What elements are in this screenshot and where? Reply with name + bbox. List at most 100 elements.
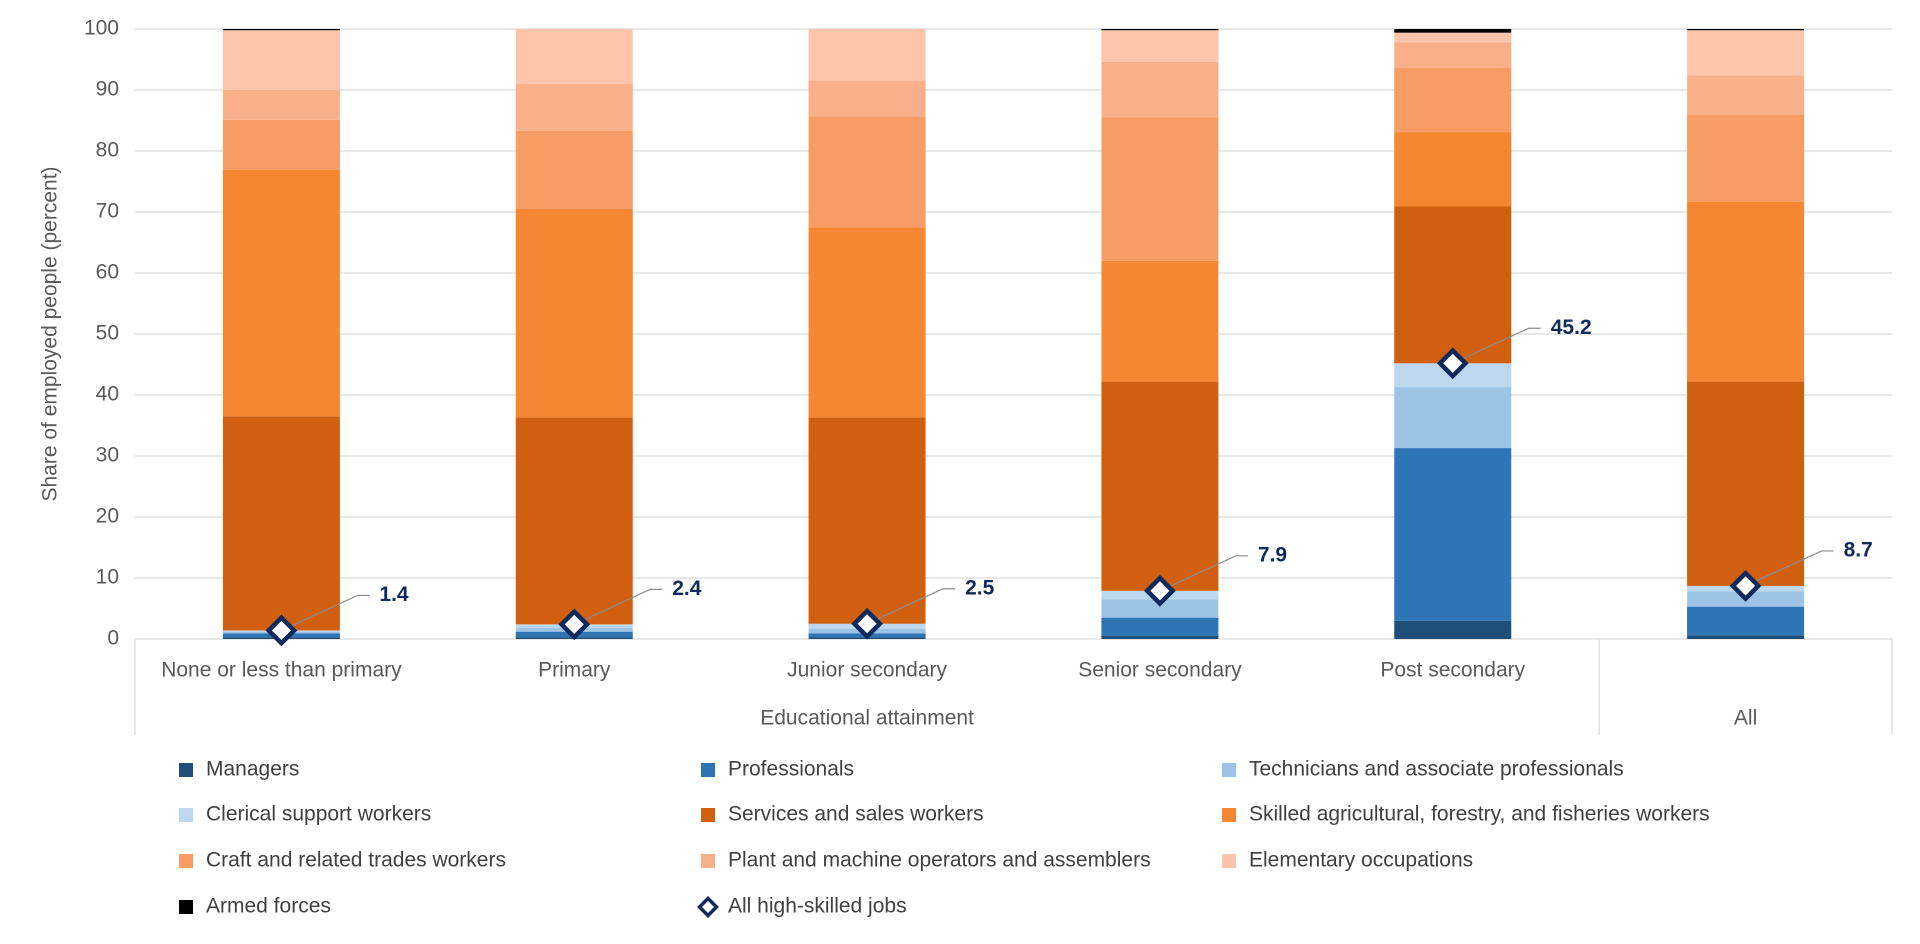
bar-segment bbox=[808, 417, 926, 624]
legend-item: Elementary occupations bbox=[1222, 849, 1473, 872]
y-tick-label: 40 bbox=[96, 383, 119, 406]
bar-segment bbox=[1101, 617, 1219, 636]
legend-label: All high-skilled jobs bbox=[728, 895, 907, 918]
bar-segment bbox=[222, 29, 340, 31]
legend-label: Plant and machine operators and assemble… bbox=[728, 849, 1151, 872]
data-label: 45.2 bbox=[1551, 316, 1592, 339]
leader-line bbox=[866, 588, 956, 625]
category-group-label: All bbox=[1734, 707, 1757, 730]
legend-swatch bbox=[179, 763, 193, 777]
data-label: 2.4 bbox=[672, 577, 702, 600]
legend-item: Professionals bbox=[701, 758, 854, 781]
y-tick-label: 100 bbox=[84, 17, 119, 40]
data-label: 7.9 bbox=[1258, 543, 1287, 566]
bar-segment bbox=[1101, 260, 1219, 382]
legend-label: Craft and related trades workers bbox=[206, 849, 506, 872]
leader-line bbox=[1745, 550, 1834, 587]
legend-item: Skilled agricultural, forestry, and fish… bbox=[1222, 803, 1710, 826]
legend-label: Clerical support workers bbox=[206, 803, 431, 826]
x-tick-label: Senior secondary bbox=[1078, 659, 1242, 682]
bar-segment bbox=[515, 208, 633, 418]
marker bbox=[1729, 570, 1762, 602]
bar-segment bbox=[515, 417, 633, 625]
bar-segment bbox=[222, 119, 340, 170]
y-tick-label: 20 bbox=[96, 505, 119, 528]
bar-segment bbox=[515, 130, 633, 209]
legend-label: Managers bbox=[206, 758, 299, 781]
legend-label: Technicians and associate professionals bbox=[1249, 758, 1624, 781]
y-tick-label: 30 bbox=[96, 444, 119, 467]
bar-segment bbox=[1394, 206, 1512, 364]
bar-segment bbox=[1687, 30, 1805, 76]
y-tick-label: 80 bbox=[96, 139, 119, 162]
bar-segment bbox=[1687, 115, 1805, 202]
legend-item: Craft and related trades workers bbox=[179, 849, 506, 872]
marker bbox=[558, 608, 591, 641]
data-label: 2.5 bbox=[965, 576, 995, 599]
bar-segment bbox=[808, 29, 926, 81]
bar-segment bbox=[222, 90, 340, 120]
marker bbox=[265, 614, 298, 647]
legend-swatch bbox=[179, 854, 193, 868]
bar-segment bbox=[222, 30, 340, 90]
bar-segment bbox=[1394, 387, 1512, 449]
legend-swatch bbox=[701, 854, 715, 868]
bar-segment bbox=[1101, 381, 1219, 591]
leader-line bbox=[1452, 327, 1541, 364]
legend-item: All high-skilled jobs bbox=[697, 895, 907, 918]
legend-swatch bbox=[1222, 854, 1236, 868]
legend-label: Armed forces bbox=[206, 895, 331, 918]
legend-item: Services and sales workers bbox=[701, 803, 984, 826]
legend-swatch bbox=[179, 900, 193, 914]
y-tick-label: 0 bbox=[107, 627, 119, 650]
leader-line bbox=[281, 594, 370, 632]
legend-item: Armed forces bbox=[179, 895, 331, 918]
bar-segment bbox=[1687, 381, 1805, 586]
bar-segment bbox=[1394, 620, 1512, 639]
bar-segment bbox=[1101, 61, 1219, 118]
y-tick-label: 90 bbox=[96, 78, 119, 101]
leader-line bbox=[1159, 555, 1248, 592]
x-tick-label: Post secondary bbox=[1380, 659, 1525, 682]
legend-item: Plant and machine operators and assemble… bbox=[701, 849, 1151, 872]
bar-segment bbox=[1101, 29, 1219, 31]
legend-item: Clerical support workers bbox=[179, 803, 431, 826]
x-tick-label: Primary bbox=[538, 659, 611, 682]
y-tick-label: 60 bbox=[96, 261, 119, 284]
bar-segment bbox=[1687, 29, 1805, 31]
bar-segment bbox=[1101, 599, 1219, 618]
bar-segment bbox=[222, 169, 340, 417]
bar-segment bbox=[808, 80, 926, 117]
legend-item: Technicians and associate professionals bbox=[1222, 758, 1624, 781]
y-tick-label: 10 bbox=[96, 566, 119, 589]
bar-segment bbox=[222, 416, 340, 631]
legend-swatch bbox=[1222, 763, 1236, 777]
y-tick-label: 50 bbox=[96, 322, 119, 345]
legend-item: Managers bbox=[179, 758, 299, 781]
bar-segment bbox=[1101, 117, 1219, 261]
bar-segment bbox=[808, 227, 926, 418]
bar-segment bbox=[1394, 68, 1512, 133]
legend-swatch bbox=[701, 763, 715, 777]
legend-label: Skilled agricultural, forestry, and fish… bbox=[1249, 803, 1710, 826]
data-label: 1.4 bbox=[379, 583, 409, 606]
legend-label: Professionals bbox=[728, 758, 854, 781]
bar-segment bbox=[1687, 201, 1805, 382]
marker bbox=[851, 607, 883, 640]
bar-segment bbox=[1101, 635, 1219, 639]
bar-segment bbox=[1101, 30, 1219, 62]
legend-label: Services and sales workers bbox=[728, 803, 984, 826]
bar-segment bbox=[515, 83, 633, 131]
category-group-label: Educational attainment bbox=[760, 707, 974, 730]
bar-segment bbox=[1394, 32, 1512, 43]
x-tick-label: Junior secondary bbox=[787, 659, 947, 682]
bar-segment bbox=[1394, 448, 1512, 621]
x-tick-label: None or less than primary bbox=[161, 659, 402, 682]
bar-segment bbox=[1687, 606, 1805, 636]
marker bbox=[1436, 347, 1469, 380]
legend-swatch bbox=[1222, 808, 1236, 822]
bar-segment bbox=[1687, 75, 1805, 116]
legend-swatch bbox=[701, 808, 715, 822]
bar-segment bbox=[515, 29, 633, 84]
bar-segment bbox=[1394, 42, 1512, 69]
